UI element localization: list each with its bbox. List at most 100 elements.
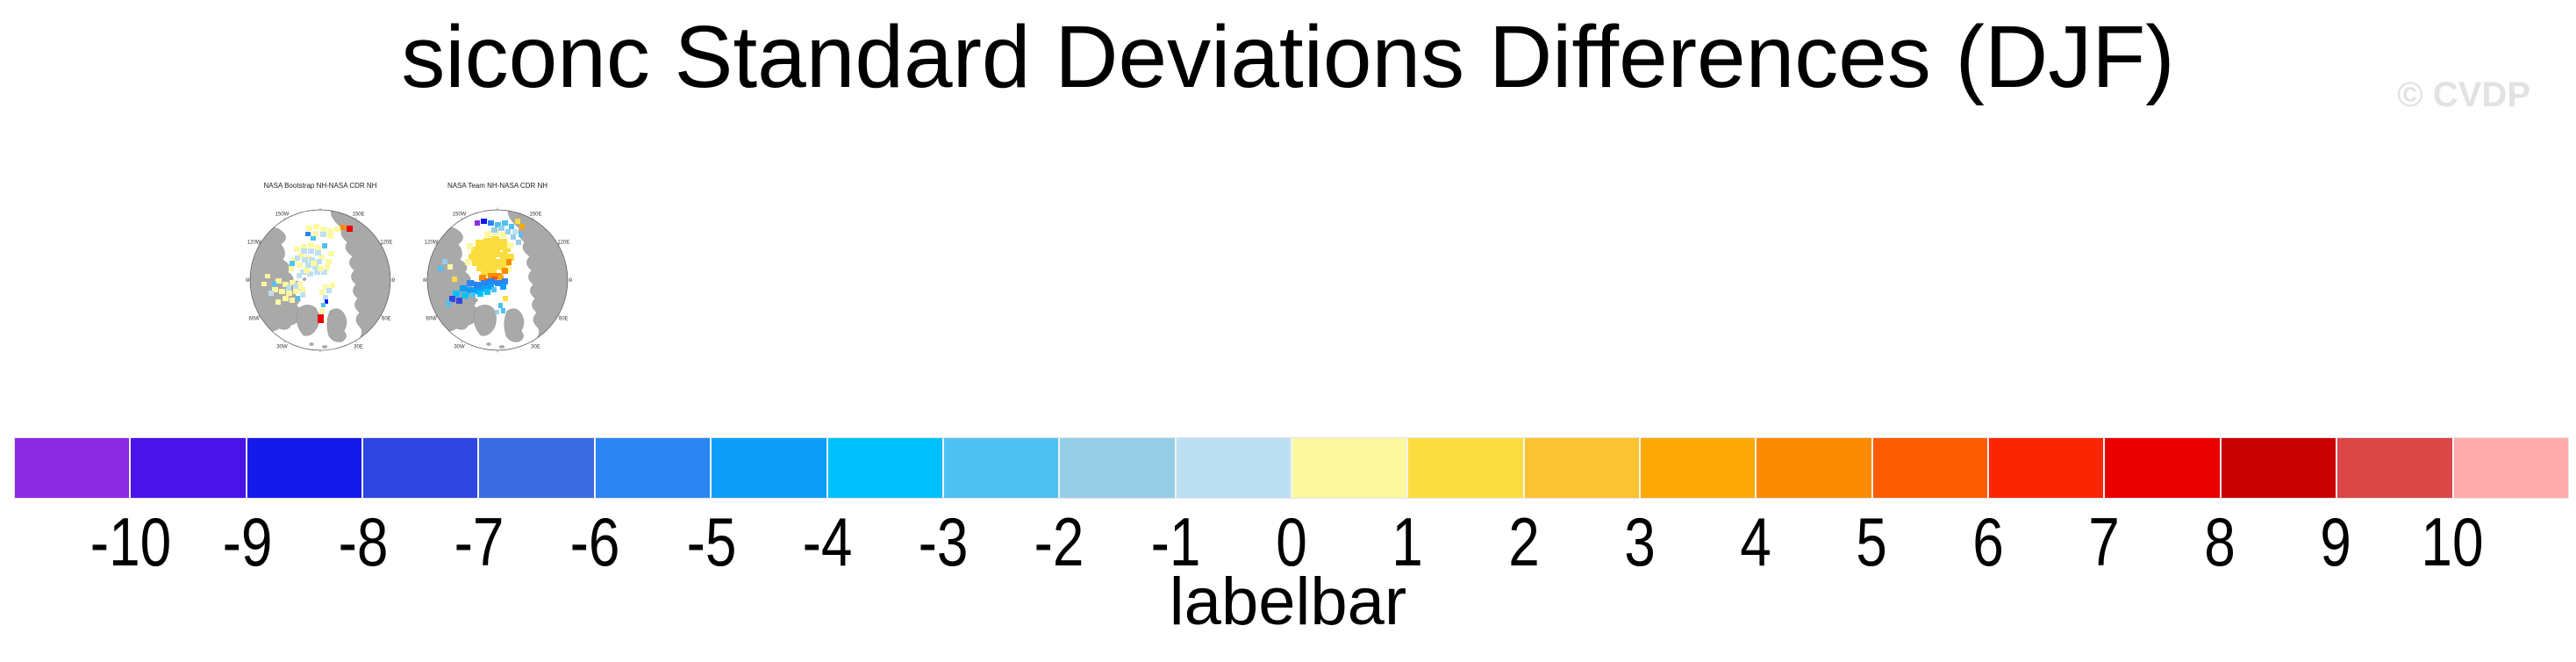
data-cell — [467, 280, 474, 286]
labelbar-color-box — [1524, 438, 1642, 498]
landmass — [296, 305, 319, 336]
data-cell — [326, 288, 332, 293]
lon-ring-label: 30W — [276, 344, 288, 349]
data-cell — [500, 252, 508, 259]
data-cell — [334, 227, 340, 232]
data-cell — [318, 314, 324, 323]
data-cell — [305, 232, 311, 236]
polar-map-nasa-bootstrap: 180150E120E90E60E30E030W60W90W120W150W — [246, 205, 395, 353]
data-cell — [489, 268, 497, 275]
data-cell — [321, 303, 326, 307]
data-cell — [309, 257, 315, 263]
data-cell — [495, 280, 502, 286]
cvdp-watermark: © CVDP — [2397, 76, 2530, 114]
data-cell — [470, 292, 476, 298]
data-cell — [326, 259, 332, 264]
data-cell — [272, 282, 276, 286]
labelbar-color-box — [712, 438, 828, 498]
labelbar-color-box — [2221, 438, 2338, 498]
data-cell — [488, 257, 496, 264]
labelbar-tick-label: -4 — [802, 503, 853, 580]
labelbar-color-box — [15, 438, 132, 498]
labelbar-tick-label: -3 — [918, 503, 969, 580]
labelbar-color-box — [943, 438, 1061, 498]
labelbar-color-box — [131, 438, 247, 498]
data-cell — [300, 270, 306, 275]
data-cell — [495, 222, 501, 227]
data-cell — [328, 251, 334, 256]
data-cell — [330, 283, 335, 288]
data-cell — [316, 259, 322, 264]
polar-map-nasa-team: 180150E120E90E60E30E030W60W90W120W150W — [423, 205, 572, 353]
data-cell — [447, 264, 453, 270]
data-cell — [321, 270, 327, 275]
data-cell — [449, 296, 455, 302]
data-cell — [506, 259, 512, 265]
labelbar-color-box — [1060, 438, 1177, 498]
labelbar-color-box — [479, 438, 596, 498]
landmass — [326, 308, 347, 342]
data-cell — [501, 308, 505, 313]
data-cell — [476, 240, 483, 247]
data-cell — [286, 285, 291, 291]
data-cell — [491, 236, 499, 243]
data-cell — [477, 291, 483, 297]
data-cell — [507, 254, 514, 261]
data-cell — [283, 296, 289, 301]
labelbar-color-box — [1641, 438, 1757, 498]
data-cell — [297, 263, 303, 268]
data-cell — [469, 254, 476, 261]
data-cell — [491, 227, 497, 233]
data-cell — [498, 226, 504, 231]
labelbar-tick-label: -6 — [569, 503, 620, 580]
labelbar-tick-label: -7 — [454, 503, 504, 580]
data-cell — [290, 261, 295, 266]
lon-ring-label: 120W — [247, 241, 261, 246]
data-cell — [306, 226, 312, 231]
data-cell — [283, 282, 289, 287]
data-cell — [311, 236, 316, 241]
data-cell — [318, 266, 324, 271]
data-cell — [323, 295, 328, 300]
data-cell — [481, 270, 489, 277]
data-cell — [294, 247, 300, 252]
data-cell — [488, 278, 495, 284]
data-cell — [495, 310, 499, 314]
labelbar-color-box — [595, 438, 712, 498]
data-cell — [498, 275, 504, 280]
data-cell — [265, 274, 270, 278]
data-cell — [293, 284, 298, 289]
data-cell — [479, 275, 486, 281]
data-cell — [327, 234, 333, 239]
data-cell — [315, 245, 321, 250]
data-cell — [465, 259, 471, 265]
data-cell — [275, 299, 281, 305]
data-cell — [519, 224, 525, 229]
map-title-nasa-bootstrap: NASA Bootstrap NH-NASA CDR NH — [263, 182, 377, 190]
data-cell — [476, 252, 484, 259]
data-cell — [313, 224, 319, 229]
data-cell — [481, 219, 487, 224]
data-cell — [509, 224, 514, 229]
labelbar-color-box — [827, 438, 944, 498]
data-cell — [472, 259, 480, 266]
labelbar-tick-label: -10 — [90, 503, 172, 580]
data-cell — [507, 242, 513, 248]
data-cell — [512, 229, 518, 234]
labelbar-color-box — [247, 438, 364, 498]
lon-ring-label: 150E — [352, 212, 364, 218]
data-cell — [505, 266, 512, 272]
data-cell — [446, 301, 451, 306]
data-cell — [308, 248, 314, 254]
data-cell — [315, 250, 321, 255]
labelbar-tick-label: 6 — [1971, 503, 2004, 580]
data-cell — [296, 296, 300, 300]
data-cell — [291, 257, 297, 263]
lon-ring-label: 60E — [559, 317, 569, 322]
data-cell — [300, 287, 305, 292]
lon-ring-label: 150W — [275, 212, 290, 218]
labelbar-tick-label: -9 — [222, 503, 272, 580]
labelbar-color-box — [2453, 438, 2568, 498]
lon-ring-label: 120E — [380, 241, 392, 246]
data-cell — [290, 298, 295, 303]
